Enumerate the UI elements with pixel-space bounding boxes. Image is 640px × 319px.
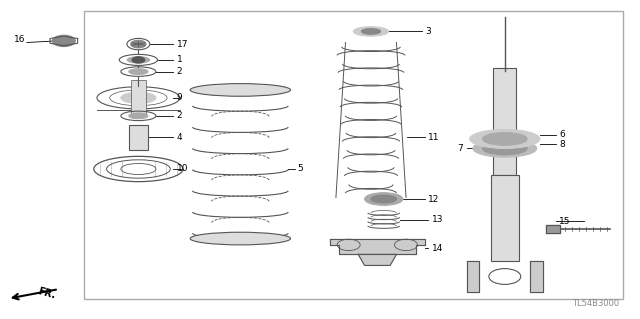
Ellipse shape	[129, 69, 148, 74]
Ellipse shape	[371, 195, 396, 203]
Text: 9: 9	[177, 93, 182, 102]
Ellipse shape	[483, 133, 527, 145]
Circle shape	[131, 40, 146, 48]
Polygon shape	[358, 254, 396, 265]
Ellipse shape	[470, 130, 540, 148]
Text: 11: 11	[428, 133, 440, 142]
Text: 10: 10	[177, 165, 188, 174]
Ellipse shape	[129, 113, 148, 119]
Bar	[491, 175, 519, 261]
Text: 4: 4	[177, 133, 182, 142]
Text: 3: 3	[425, 27, 431, 36]
Text: 5: 5	[298, 165, 303, 174]
Ellipse shape	[190, 84, 291, 96]
Text: 12: 12	[428, 195, 440, 204]
Ellipse shape	[362, 29, 381, 34]
Ellipse shape	[353, 27, 388, 36]
Ellipse shape	[483, 142, 527, 155]
Text: 2: 2	[177, 111, 182, 120]
Bar	[131, 80, 146, 115]
Text: 7: 7	[458, 144, 463, 153]
Bar	[493, 68, 516, 175]
Text: 15: 15	[559, 217, 570, 226]
Text: 16: 16	[13, 35, 25, 44]
Circle shape	[52, 35, 76, 47]
Bar	[129, 125, 148, 150]
Text: 14: 14	[431, 243, 443, 253]
Text: TL54B3000: TL54B3000	[572, 299, 620, 308]
Ellipse shape	[127, 57, 150, 63]
Bar	[84, 11, 623, 299]
Polygon shape	[467, 261, 479, 292]
Ellipse shape	[365, 193, 403, 205]
Text: FR.: FR.	[36, 287, 56, 301]
Text: 13: 13	[431, 215, 443, 224]
Ellipse shape	[190, 232, 291, 245]
Polygon shape	[531, 261, 543, 292]
Polygon shape	[330, 239, 425, 254]
Text: 2: 2	[177, 67, 182, 76]
Text: 17: 17	[177, 40, 188, 48]
Ellipse shape	[121, 92, 156, 103]
Ellipse shape	[473, 140, 537, 157]
Text: 8: 8	[559, 140, 564, 149]
Text: 6: 6	[559, 130, 564, 139]
Text: 1: 1	[177, 56, 182, 64]
Polygon shape	[546, 225, 560, 233]
Circle shape	[132, 57, 145, 63]
